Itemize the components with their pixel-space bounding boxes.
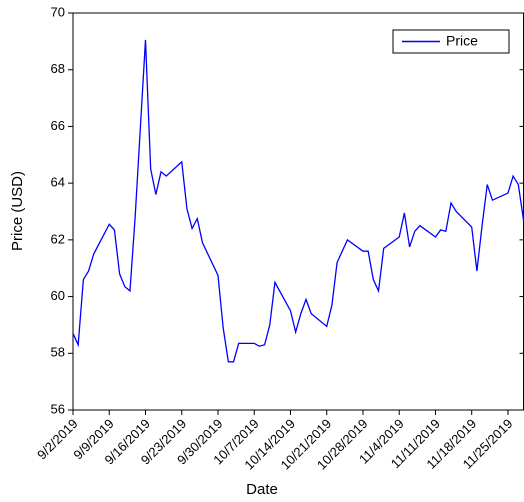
- y-tick-label: 62: [51, 231, 65, 246]
- x-axis-label: Date: [246, 481, 278, 498]
- y-tick-label: 68: [51, 61, 65, 76]
- legend-label: Price: [446, 33, 478, 49]
- y-tick-label: 64: [51, 175, 65, 190]
- y-tick-label: 66: [51, 118, 65, 133]
- y-tick-label: 58: [51, 345, 65, 360]
- price-line: [72, 39, 524, 363]
- y-tick-label: 60: [51, 288, 65, 303]
- legend: Price: [392, 29, 510, 54]
- y-tick-label: 70: [51, 4, 65, 19]
- y-axis-label: Price (USD): [9, 171, 26, 251]
- y-tick-label: 56: [51, 401, 65, 416]
- legend-box: [392, 29, 510, 54]
